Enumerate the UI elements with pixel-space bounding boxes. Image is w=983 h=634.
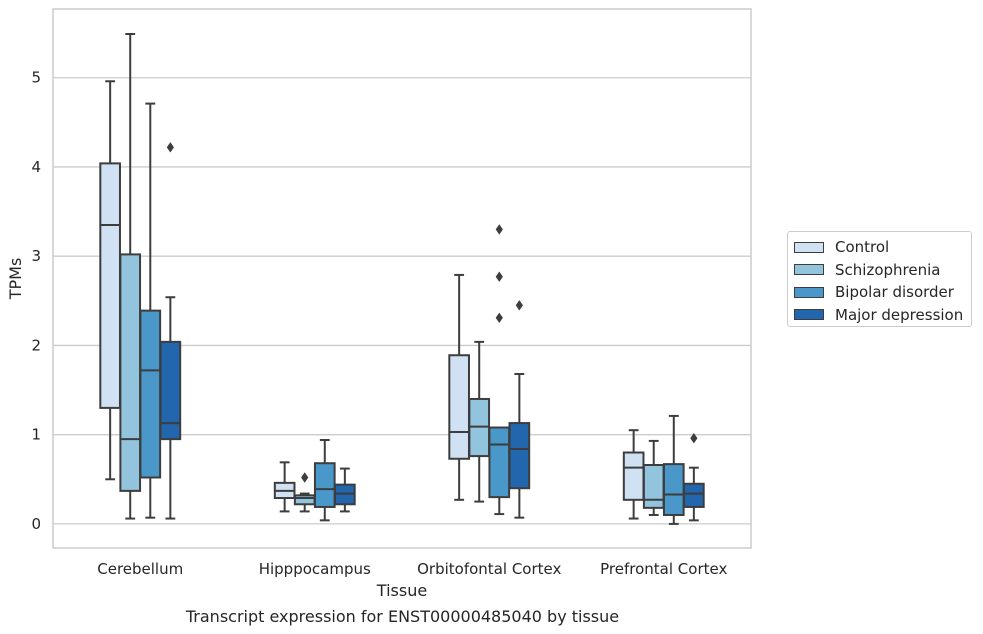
box — [334, 467, 356, 513]
legend-label: Bipolar disorder — [835, 283, 954, 302]
y-tick-label: 2 — [31, 336, 41, 354]
x-tick-label: Orbitofontal Cortex — [417, 560, 561, 578]
legend-swatch — [794, 264, 824, 276]
x-tick-label: Cerebellum — [97, 560, 183, 578]
box-iqr — [139, 309, 162, 479]
box — [508, 300, 531, 519]
box — [642, 439, 665, 516]
box-iqr — [642, 464, 665, 509]
series-bipolar-disorder — [139, 102, 685, 525]
plot-border — [52, 8, 752, 549]
box — [139, 102, 162, 519]
box-iqr — [119, 253, 142, 492]
box — [313, 439, 336, 522]
box — [488, 224, 511, 516]
legend-label: Schizophrenia — [835, 260, 941, 279]
legend-entry: Major depression — [794, 304, 965, 327]
y-axis-title: TPMs — [6, 258, 25, 301]
outlier-point — [495, 224, 503, 235]
legend-label: Control — [835, 238, 890, 257]
y-tick-label: 4 — [31, 158, 41, 176]
outlier-point — [301, 472, 309, 483]
legend-swatch — [794, 309, 824, 321]
legend-entry: Schizophrenia — [794, 259, 965, 282]
legend-swatch — [794, 241, 824, 253]
chart-caption: Transcript expression for ENST0000048504… — [185, 607, 619, 626]
outlier-point — [166, 142, 174, 153]
series-schizophrenia — [119, 32, 665, 520]
box — [293, 472, 316, 513]
box — [448, 273, 470, 501]
legend: Control Schizophrenia Bipolar disorder Majo… — [787, 231, 972, 327]
box — [99, 80, 121, 481]
box — [273, 461, 296, 513]
legend-label: Major depression — [835, 305, 964, 324]
outlier-point — [495, 271, 503, 282]
y-tick-label: 3 — [31, 247, 41, 265]
legend-entry: Bipolar disorder — [794, 281, 965, 304]
series-control — [99, 80, 645, 520]
series-major-depression — [159, 142, 705, 522]
box-iqr — [508, 422, 531, 490]
x-tick-label: Prefrontal Cortex — [600, 560, 727, 578]
box — [468, 340, 491, 503]
box-iqr — [622, 451, 645, 501]
outlier-point — [495, 312, 503, 323]
box-iqr — [448, 354, 470, 460]
box — [683, 433, 705, 522]
box-iqr — [313, 462, 336, 508]
outlier-point — [515, 300, 523, 311]
x-axis-title: Tissue — [376, 581, 427, 600]
box-series — [99, 32, 705, 525]
outlier-point — [690, 433, 698, 444]
box-iqr — [662, 463, 685, 516]
box — [119, 32, 142, 520]
box-iqr — [488, 426, 511, 499]
box-iqr — [683, 482, 705, 508]
box-iqr — [159, 340, 182, 441]
y-tick-label: 0 — [31, 515, 41, 533]
x-tick-label: Hipppocampus — [259, 560, 371, 578]
legend-swatch — [794, 286, 824, 298]
y-tick-label: 1 — [31, 426, 41, 444]
legend-entry: Control — [794, 236, 965, 259]
box-iqr — [293, 494, 316, 506]
box — [159, 142, 182, 520]
box-iqr — [99, 162, 121, 409]
y-axis-ticks: 0 1 2 3 4 5 — [31, 69, 41, 533]
x-axis-ticks: Cerebellum Hipppocampus Orbitofontal Corte… — [97, 560, 727, 578]
y-tick-label: 5 — [31, 69, 41, 87]
